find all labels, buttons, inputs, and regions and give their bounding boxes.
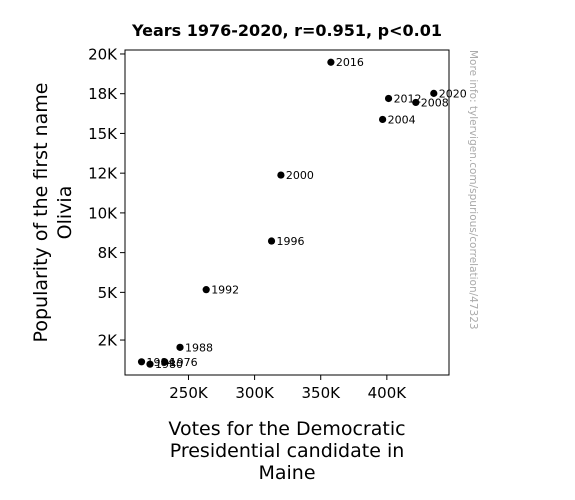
x-tick-label: 250K — [169, 384, 209, 402]
data-point — [146, 360, 154, 368]
data-point-label: 1980 — [155, 358, 183, 371]
y-tick-label: 20K — [88, 45, 118, 63]
source-note: More info: tylervigen.com/spurious/corre… — [467, 50, 479, 330]
chart-title: Years 1976-2020, r=0.951, p<0.01 — [131, 21, 442, 40]
x-tick-label: 400K — [368, 384, 408, 402]
data-point-label: 1984 — [147, 356, 175, 369]
data-point — [161, 358, 169, 366]
data-point-label: 2000 — [286, 169, 314, 182]
data-point — [327, 58, 335, 66]
data-point — [137, 358, 146, 366]
data-point-label: 1996 — [277, 235, 305, 248]
y-tick-label: 2K — [98, 332, 119, 350]
y-tick-label: 18K — [88, 85, 118, 103]
y-axis-title-line: Olivia — [54, 186, 76, 240]
data-point-label: 1976 — [170, 356, 198, 369]
y-tick-label: 8K — [98, 244, 119, 262]
plot-area: 250K 300K 350K 400K 2K 5K 8K 10K 12K 15K 18K 20K 197… — [88, 45, 467, 402]
x-tick-label: 350K — [301, 384, 341, 402]
data-point-label: 2008 — [421, 96, 449, 109]
y-tick-label: 10K — [88, 204, 118, 222]
x-axis-title-line: Presidential candidate in — [170, 440, 405, 462]
data-point-label: 1988 — [185, 341, 213, 354]
data-point — [430, 89, 438, 97]
data-point-label: 2020 — [439, 87, 467, 100]
y-axis-title: Popularity of the first name Olivia — [30, 83, 76, 343]
x-tick-label: 300K — [235, 384, 275, 402]
data-point — [267, 237, 276, 245]
y-tick-label: 15K — [88, 125, 118, 143]
x-axis-title-line: Votes for the Democratic — [168, 418, 405, 440]
y-tick-label: 5K — [98, 284, 119, 302]
data-point — [176, 343, 184, 351]
data-point — [412, 98, 420, 107]
y-tick-label: 12K — [88, 165, 118, 183]
data-point-label: 2004 — [388, 113, 416, 126]
data-point-label: 2016 — [336, 56, 364, 69]
data-point-label: 1992 — [211, 284, 239, 297]
data-point — [379, 115, 387, 124]
data-point — [384, 94, 393, 103]
y-axis-title-line: Popularity of the first name — [30, 83, 52, 343]
data-point — [202, 286, 210, 294]
x-axis-title-line: Maine — [258, 462, 315, 484]
data-point — [277, 171, 285, 179]
data-point-label: 2012 — [394, 92, 422, 105]
